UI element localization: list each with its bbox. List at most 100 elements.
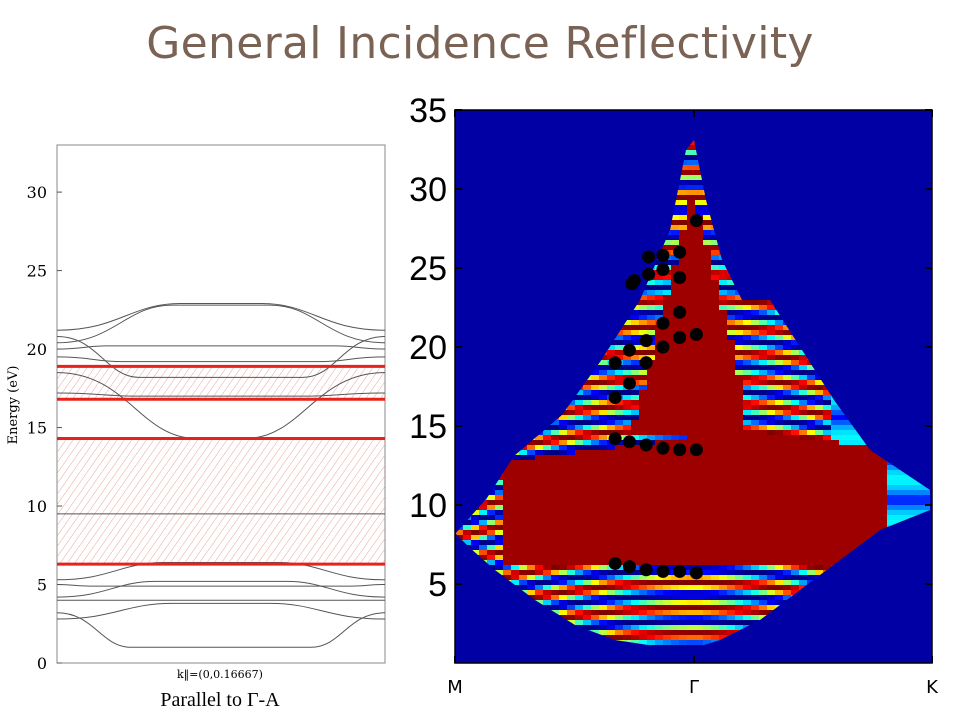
heatmap-cell xyxy=(711,550,720,556)
heatmap-cell xyxy=(767,455,776,461)
heatmap-cell xyxy=(719,540,728,546)
heatmap-cell xyxy=(583,535,592,541)
heatmap-cell xyxy=(527,455,536,461)
heatmap-cell xyxy=(679,545,688,551)
heatmap-cell xyxy=(791,420,800,426)
heatmap-cell xyxy=(783,400,792,406)
heatmap-cell xyxy=(727,415,736,421)
heatmap-cell xyxy=(687,385,696,391)
heatmap-cell xyxy=(751,345,760,351)
heatmap-cell xyxy=(703,425,712,431)
heatmap-cell xyxy=(823,485,832,491)
heatmap-cell xyxy=(663,305,672,311)
heatmap-cell xyxy=(679,460,688,466)
heatmap-cell xyxy=(663,465,672,471)
heatmap-cell xyxy=(687,430,696,436)
heatmap-cell xyxy=(615,420,624,426)
heatmap-cell xyxy=(631,405,640,411)
heatmap-cell xyxy=(895,495,904,501)
heatmap-cell xyxy=(783,510,792,516)
heatmap-cell xyxy=(687,285,696,291)
heatmap-cell xyxy=(663,485,672,491)
heatmap-cell xyxy=(719,400,728,406)
heatmap-cell xyxy=(607,495,616,501)
heatmap-cell xyxy=(711,445,720,451)
heatmap-cell xyxy=(735,330,744,336)
heatmap-cell xyxy=(543,440,552,446)
heatmap-cell xyxy=(687,530,696,536)
heatmap-cell xyxy=(783,440,792,446)
heatmap-cell xyxy=(767,440,776,446)
heatmap-cell xyxy=(583,450,592,456)
heatmap-cell xyxy=(767,535,776,541)
heatmap-cell xyxy=(655,510,664,516)
heatmap-cell xyxy=(639,345,648,351)
heatmap-cell xyxy=(503,540,512,546)
heatmap-cell xyxy=(703,390,712,396)
heatmap-cell xyxy=(807,405,816,411)
heatmap-cell xyxy=(847,445,856,451)
heatmap-cell xyxy=(799,350,808,356)
heatmap-cell xyxy=(615,505,624,511)
heatmap-cell xyxy=(727,460,736,466)
heatmap-cell xyxy=(879,480,888,486)
heatmap-cell xyxy=(559,540,568,546)
heatmap-cell xyxy=(687,200,696,206)
heatmap-cell xyxy=(591,510,600,516)
heatmap-cell xyxy=(519,485,528,491)
heatmap-cell xyxy=(775,405,784,411)
heatmap-cell xyxy=(751,455,760,461)
heatmap-cell xyxy=(711,455,720,461)
heatmap-cell xyxy=(703,385,712,391)
heatmap-cell xyxy=(695,455,704,461)
heatmap-cell xyxy=(751,310,760,316)
heatmap-cell xyxy=(759,450,768,456)
heatmap-cell xyxy=(743,480,752,486)
heatmap-cell xyxy=(591,540,600,546)
heatmap-cell xyxy=(623,530,632,536)
heatmap-cell xyxy=(671,240,680,246)
heatmap-cell xyxy=(911,485,920,491)
heatmap-cell xyxy=(687,400,696,406)
heatmap-cell xyxy=(759,480,768,486)
heatmap-cell xyxy=(719,395,728,401)
heatmap-cell xyxy=(727,535,736,541)
heatmap-cell xyxy=(759,370,768,376)
heatmap-cell xyxy=(735,450,744,456)
heatmap-cell xyxy=(783,375,792,381)
heatmap-cell xyxy=(759,485,768,491)
heatmap-cell xyxy=(855,480,864,486)
heatmap-cell xyxy=(671,255,680,261)
heatmap-cell xyxy=(631,390,640,396)
heatmap-cell xyxy=(695,310,704,316)
heatmap-cell xyxy=(679,535,688,541)
heatmap-cell xyxy=(647,470,656,476)
heatmap-cell xyxy=(687,310,696,316)
heatmap-cell xyxy=(639,475,648,481)
heatmap-cell xyxy=(711,295,720,301)
heatmap-cell xyxy=(647,390,656,396)
heatmap-cell xyxy=(735,305,744,311)
heatmap-cell xyxy=(687,540,696,546)
heatmap-cell xyxy=(711,380,720,386)
heatmap-cell xyxy=(527,460,536,466)
heatmap-cell xyxy=(535,545,544,551)
heatmap-cell xyxy=(743,450,752,456)
heatmap-cell xyxy=(615,400,624,406)
heatmap-cell xyxy=(583,490,592,496)
heatmap-cell xyxy=(535,510,544,516)
heatmap-cell xyxy=(631,370,640,376)
heatmap-cell xyxy=(743,350,752,356)
heatmap-cell xyxy=(655,375,664,381)
heatmap-cell xyxy=(767,495,776,501)
heatmap-cell xyxy=(551,545,560,551)
heatmap-cell xyxy=(679,180,688,186)
heatmap-cell xyxy=(799,475,808,481)
heatmap-cell xyxy=(767,515,776,521)
heatmap-cell xyxy=(783,525,792,531)
heatmap-cell xyxy=(535,450,544,456)
heatmap-cell xyxy=(623,400,632,406)
heatmap-cell xyxy=(591,515,600,521)
heatmap-cell xyxy=(687,290,696,296)
heatmap-cell xyxy=(671,350,680,356)
